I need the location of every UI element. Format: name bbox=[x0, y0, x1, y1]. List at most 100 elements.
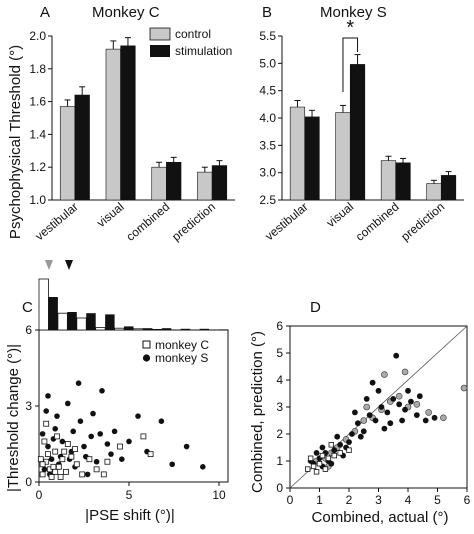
panel-d-xtick-label: 1 bbox=[316, 493, 323, 507]
point-monkey-s bbox=[97, 431, 103, 437]
point-open bbox=[331, 452, 337, 459]
point-filled bbox=[393, 352, 400, 359]
point-monkey-c bbox=[61, 448, 68, 455]
point-monkey-c bbox=[37, 456, 44, 463]
point-filled bbox=[413, 412, 420, 418]
legend-label-monkey-c: monkey C bbox=[155, 338, 209, 352]
panel_a-ytick-label: 2.0 bbox=[29, 29, 46, 43]
point-filled bbox=[346, 439, 352, 445]
histogram-bar-monkey-s bbox=[180, 328, 191, 330]
point-filled bbox=[381, 425, 388, 432]
histogram-bar-monkey-s bbox=[67, 312, 77, 330]
point-monkey-s bbox=[200, 464, 206, 470]
histogram-bar-monkey-c bbox=[38, 278, 49, 331]
panel-b: B Monkey S 2.53.03.54.04.55.05.5vestibul… bbox=[259, 4, 464, 244]
point-monkey-c bbox=[52, 468, 59, 475]
panel-c-xtick-label: 0 bbox=[36, 488, 43, 502]
point-filled bbox=[405, 387, 411, 394]
point-monkey-c bbox=[147, 451, 154, 458]
histogram-bar-monkey-s bbox=[48, 297, 58, 330]
point-filled bbox=[354, 420, 361, 427]
point-open bbox=[310, 463, 317, 470]
histogram-bar-monkey-s bbox=[86, 313, 96, 330]
panel-a-legend: control stimulation bbox=[149, 27, 232, 58]
point-monkey-c bbox=[59, 456, 66, 463]
histogram-bar-monkey-s bbox=[218, 329, 228, 330]
point-monkey-s bbox=[135, 413, 141, 419]
point-gray bbox=[395, 392, 403, 400]
panel_a-bar-control bbox=[59, 106, 76, 201]
point-monkey-s bbox=[104, 441, 111, 447]
panel-a-title: Monkey C bbox=[92, 4, 160, 21]
panel_a-ytick-label: 1.8 bbox=[29, 62, 46, 76]
panel_a-ytick-label: 1.6 bbox=[29, 95, 46, 109]
panel_b-ytick-label: 5.0 bbox=[259, 56, 276, 70]
point-monkey-s bbox=[48, 456, 55, 463]
point-monkey-c bbox=[63, 468, 69, 475]
panel-c-xtick-label: 5 bbox=[126, 488, 133, 502]
histogram-bar-monkey-c bbox=[76, 317, 87, 331]
legend-marker-monkey-c bbox=[142, 340, 151, 349]
legend-swatch-control bbox=[149, 27, 171, 41]
panel_b-bar-stimulation bbox=[440, 175, 457, 201]
point-filled bbox=[375, 387, 382, 394]
panel-d-xtick-label: 3 bbox=[375, 493, 382, 507]
panel_b-bar-control bbox=[335, 112, 351, 201]
panel_b-bar-control bbox=[289, 106, 306, 201]
point-filled bbox=[352, 409, 358, 416]
panel_b-category-label: combined bbox=[353, 200, 402, 244]
point-filled bbox=[431, 414, 438, 421]
panel_a-category-label: prediction bbox=[169, 200, 218, 244]
point-gray bbox=[413, 400, 421, 408]
point-filled bbox=[363, 396, 370, 402]
panel-c-xtick-label: 10 bbox=[212, 488, 226, 502]
panel_b-category-label: prediction bbox=[398, 200, 447, 244]
histogram-bar-monkey-s bbox=[105, 314, 115, 330]
point-monkey-s bbox=[158, 418, 165, 425]
point-gray bbox=[363, 403, 371, 411]
point-open bbox=[328, 442, 334, 448]
panel-c-letter: C bbox=[22, 299, 33, 316]
point-monkey-c bbox=[48, 474, 55, 480]
point-gray bbox=[381, 371, 388, 378]
panel-a-letter: A bbox=[40, 4, 50, 21]
legend-marker-monkey-s bbox=[142, 354, 151, 362]
panel-d-ytick-label: 0 bbox=[276, 481, 283, 495]
point-monkey-c bbox=[39, 471, 46, 478]
point-monkey-s bbox=[93, 458, 100, 465]
point-monkey-s bbox=[119, 456, 125, 463]
point-open bbox=[304, 466, 311, 472]
point-monkey-s bbox=[90, 410, 96, 417]
point-filled bbox=[319, 444, 326, 451]
histogram-bar-monkey-s bbox=[161, 328, 172, 330]
histogram-bar-monkey-s bbox=[124, 326, 134, 330]
legend-label-stimulation: stimulation bbox=[175, 44, 232, 58]
point-monkey-s bbox=[70, 428, 76, 435]
histogram-bar-monkey-c bbox=[114, 327, 125, 331]
point-monkey-c bbox=[41, 438, 48, 445]
point-gray bbox=[401, 368, 409, 376]
legend-label-control: control bbox=[175, 27, 211, 41]
point-filled bbox=[331, 447, 338, 454]
point-monkey-c bbox=[104, 458, 111, 465]
point-open bbox=[322, 466, 329, 472]
panel_a-bar-control bbox=[197, 171, 213, 201]
significance-star: * bbox=[346, 17, 354, 39]
point-monkey-c bbox=[43, 420, 50, 427]
panel_a-category-label: combined bbox=[123, 200, 172, 244]
panel-d-xtick-label: 2 bbox=[346, 493, 353, 507]
panel-c-ytick-label: 3 bbox=[25, 399, 32, 413]
panel_b-bar-control bbox=[426, 183, 442, 201]
point-filled bbox=[387, 420, 394, 427]
histogram-bar-monkey-c bbox=[57, 312, 68, 331]
panel-d-x-label: Combined, actual (°) bbox=[312, 509, 449, 526]
point-monkey-s bbox=[77, 418, 84, 425]
legend-swatch-stimulation bbox=[150, 45, 170, 57]
panel-c-ytick-label: 6 bbox=[25, 323, 32, 337]
point-monkey-c bbox=[54, 433, 60, 440]
gray-arrow-marker bbox=[45, 260, 53, 270]
point-open bbox=[319, 452, 326, 459]
panel_a-bar-stimulation bbox=[120, 45, 136, 201]
panel-d-ytick-label: 2 bbox=[276, 427, 283, 441]
panel-b-title: Monkey S bbox=[320, 4, 387, 21]
